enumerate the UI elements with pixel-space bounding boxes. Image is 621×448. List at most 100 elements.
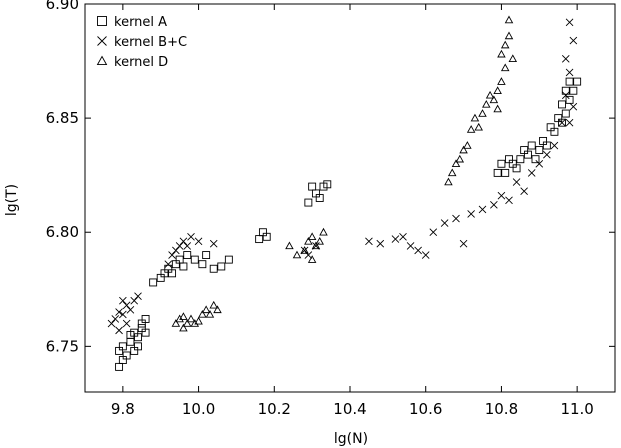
data-point-triangle: [182, 319, 192, 327]
data-point-triangle: [307, 255, 317, 263]
data-point-x: [512, 178, 521, 186]
data-point-x: [119, 310, 127, 319]
data-point-x: [119, 296, 127, 305]
data-point-triangle: [205, 309, 215, 318]
data-point-square: [179, 262, 188, 271]
data-point-triangle: [508, 54, 518, 63]
data-point-triangle: [497, 49, 506, 58]
data-point-square: [198, 260, 207, 269]
data-point-triangle: [315, 236, 324, 245]
data-point-triangle: [504, 31, 514, 40]
data-point-square: [315, 194, 324, 202]
data-point-square: [115, 362, 124, 371]
data-point-triangle: [447, 168, 457, 177]
x-tick-label: 10.6: [409, 400, 442, 418]
data-point-triangle: [444, 177, 453, 186]
data-point-triangle: [285, 241, 294, 250]
data-point-triangle: [500, 40, 510, 49]
data-point-square: [516, 155, 525, 164]
data-point-square: [558, 118, 566, 127]
data-point-x: [122, 301, 131, 310]
data-point-triangle: [311, 241, 321, 250]
data-point-x: [111, 315, 120, 323]
data-point-triangle: [179, 312, 188, 320]
data-point-x: [440, 219, 449, 227]
data-point-square: [126, 337, 135, 346]
data-point-x: [429, 228, 438, 237]
data-point-triangle: [466, 125, 476, 133]
data-point-x: [535, 159, 544, 168]
data-point-square: [323, 180, 332, 189]
data-point-square: [512, 164, 521, 173]
data-point-x: [376, 239, 385, 248]
legend-label: kernel B+C: [114, 35, 187, 50]
data-point-x: [209, 239, 218, 248]
x-tick-label: 11.0: [560, 400, 593, 418]
data-point-square: [118, 342, 127, 351]
series-triangle: [171, 15, 518, 332]
data-point-x: [183, 242, 192, 250]
data-point-square: [304, 198, 313, 207]
data-point-triangle: [493, 86, 502, 94]
data-point-x: [134, 292, 142, 300]
data-point-x: [561, 54, 570, 63]
data-point-x: [497, 191, 506, 200]
data-point-square: [262, 232, 271, 241]
data-point-triangle: [179, 323, 188, 332]
data-point-square: [527, 141, 536, 150]
data-point-x: [365, 237, 373, 246]
data-point-x: [304, 251, 313, 259]
x-axis-title: lg(N): [334, 431, 368, 447]
data-point-x: [126, 306, 135, 314]
data-point-square: [561, 109, 570, 118]
data-point-x: [179, 237, 188, 246]
data-point-x: [505, 196, 513, 205]
data-point-square: [501, 168, 510, 177]
x-tick-label: 10.0: [182, 400, 215, 418]
data-point-x: [550, 141, 559, 150]
data-point-x: [172, 246, 180, 255]
data-point-x: [565, 18, 574, 27]
series-square: [115, 77, 582, 371]
data-point-x: [300, 246, 309, 255]
data-point-triangle: [455, 154, 465, 163]
data-point-square: [190, 255, 199, 264]
data-point-triangle: [292, 250, 302, 259]
data-point-triangle: [504, 15, 514, 24]
data-point-x: [115, 326, 123, 335]
data-point-triangle: [459, 145, 468, 154]
y-tick-label: 6.90: [46, 0, 79, 13]
data-point-square: [126, 330, 135, 339]
data-point-square: [308, 182, 317, 191]
data-point-x: [175, 242, 184, 250]
data-point-x: [168, 251, 176, 259]
data-point-square: [122, 351, 131, 360]
data-point-x: [565, 68, 574, 77]
data-point-triangle: [474, 122, 483, 131]
legend-label: kernel D: [114, 55, 168, 70]
data-point-x: [421, 251, 430, 259]
data-point-square: [202, 251, 211, 260]
data-point-x: [459, 239, 468, 248]
x-tick-label: 9.8: [111, 400, 135, 418]
data-point-x: [312, 242, 320, 250]
data-point-triangle: [186, 314, 196, 323]
data-point-x: [164, 260, 173, 269]
x-tick-label: 10.4: [333, 400, 366, 418]
data-point-triangle: [175, 314, 184, 323]
data-point-triangle: [300, 246, 309, 254]
data-point-triangle: [209, 300, 218, 309]
data-point-triangle: [489, 95, 499, 104]
data-point-square: [149, 278, 158, 287]
y-tick-label: 6.75: [46, 337, 79, 355]
series-x: [107, 18, 578, 335]
data-point-square: [565, 77, 574, 86]
data-point-square: [141, 315, 150, 323]
y-tick-label: 6.85: [46, 109, 79, 127]
data-point-triangle: [493, 104, 502, 113]
data-point-triangle: [201, 305, 211, 314]
data-point-triangle: [304, 236, 313, 245]
legend-label: kernel A: [114, 15, 167, 30]
data-point-x: [561, 91, 570, 100]
